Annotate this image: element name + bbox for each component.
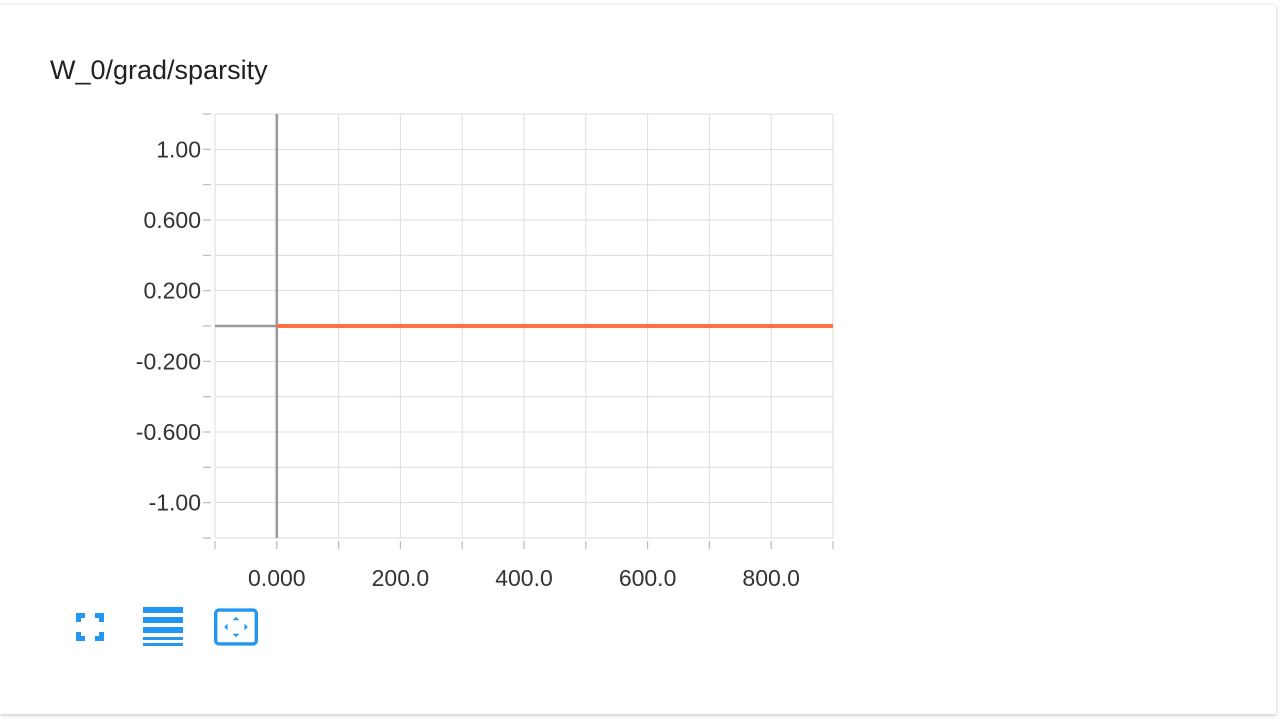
chart-title: W_0/grad/sparsity bbox=[50, 55, 268, 85]
toggle-log-scale-button[interactable] bbox=[141, 605, 185, 649]
fit-domain-icon bbox=[214, 608, 258, 646]
y-tick-label: 0.600 bbox=[143, 207, 201, 233]
chart-tick-labels: 1.00 0.600 0.200 -0.200 -0.600 -1.00 0.000 200.… bbox=[136, 136, 800, 591]
chart-card bbox=[0, 5, 1276, 714]
y-tick-label: -1.00 bbox=[149, 490, 201, 516]
y-tick-label: -0.200 bbox=[136, 348, 201, 374]
y-tick-label: 1.00 bbox=[156, 136, 201, 162]
x-tick-label: 200.0 bbox=[372, 565, 430, 591]
x-tick-label: 800.0 bbox=[742, 565, 800, 591]
menu-lines-icon bbox=[143, 607, 183, 646]
y-tick-label: 0.200 bbox=[143, 278, 201, 304]
y-tick-label: -0.600 bbox=[136, 419, 201, 445]
chart-toolbar bbox=[68, 605, 287, 649]
fit-domain-button[interactable] bbox=[214, 605, 258, 649]
x-tick-label: 0.000 bbox=[248, 565, 306, 591]
x-tick-label: 400.0 bbox=[495, 565, 553, 591]
x-tick-label: 600.0 bbox=[619, 565, 677, 591]
fullscreen-icon bbox=[76, 613, 104, 641]
chart-axes bbox=[203, 113, 834, 549]
fullscreen-button[interactable] bbox=[68, 605, 112, 649]
